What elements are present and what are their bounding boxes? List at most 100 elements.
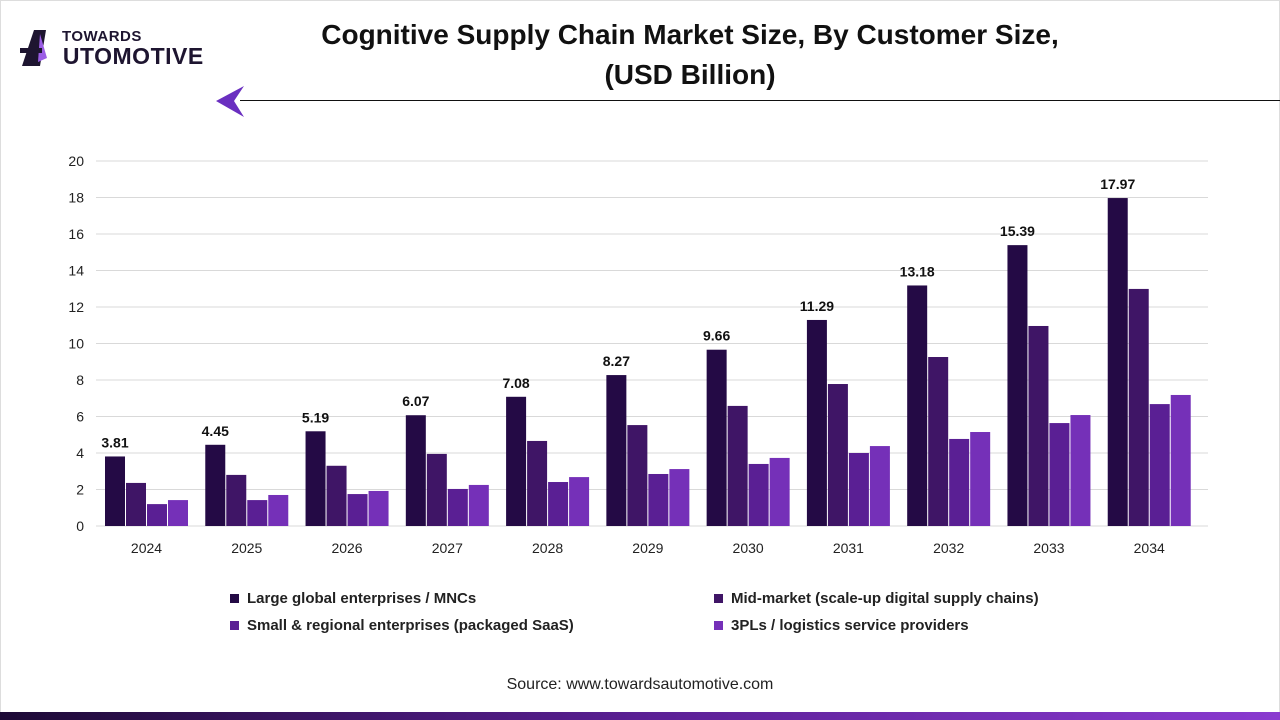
y-tick-label: 4 bbox=[76, 445, 84, 461]
data-label: 4.45 bbox=[202, 423, 229, 439]
logo-mark-icon bbox=[20, 30, 47, 66]
bar-2 bbox=[727, 405, 748, 526]
bar-4 bbox=[569, 477, 590, 526]
x-tick-label: 2033 bbox=[1033, 540, 1064, 556]
bar-2 bbox=[1128, 288, 1149, 526]
data-label: 3.81 bbox=[101, 434, 128, 450]
bar-2 bbox=[928, 357, 949, 526]
x-tick-label: 2024 bbox=[131, 540, 162, 556]
bar-1 bbox=[606, 375, 627, 526]
data-label: 13.18 bbox=[900, 263, 935, 279]
title-divider bbox=[240, 100, 1280, 101]
bar-2 bbox=[1028, 325, 1049, 526]
bar-3 bbox=[1049, 423, 1070, 526]
bar-1 bbox=[706, 349, 727, 526]
bar-4 bbox=[970, 432, 991, 526]
y-tick-label: 0 bbox=[76, 518, 84, 534]
y-tick-label: 14 bbox=[68, 263, 84, 279]
bar-4 bbox=[869, 446, 890, 526]
data-label: 15.39 bbox=[1000, 223, 1035, 239]
bar-4 bbox=[168, 500, 188, 526]
bar-3 bbox=[548, 482, 569, 526]
legend-item-3pl: 3PLs / logistics service providers bbox=[714, 617, 969, 634]
y-tick-label: 16 bbox=[68, 226, 84, 242]
x-tick-label: 2027 bbox=[432, 540, 463, 556]
bar-3 bbox=[748, 463, 769, 526]
bar-4 bbox=[1170, 394, 1191, 526]
logo-text-bottom: UTOMOTIVE bbox=[56, 43, 204, 69]
legend-item-mid: Mid-market (scale-up digital supply chai… bbox=[714, 590, 1039, 607]
x-tick-label: 2030 bbox=[733, 540, 764, 556]
data-label: 6.07 bbox=[402, 393, 429, 409]
bar-1 bbox=[105, 456, 125, 526]
x-tick-label: 2026 bbox=[331, 540, 362, 556]
legend-label: Large global enterprises / MNCs bbox=[247, 590, 477, 607]
x-tick-label: 2032 bbox=[933, 540, 964, 556]
legend-swatch bbox=[714, 621, 723, 630]
bar-2 bbox=[226, 474, 247, 526]
bar-2 bbox=[426, 453, 447, 526]
legend-item-large: Large global enterprises / MNCs bbox=[230, 590, 476, 607]
legend-swatch bbox=[714, 594, 723, 603]
y-tick-label: 20 bbox=[68, 153, 84, 169]
bar-4 bbox=[468, 484, 489, 526]
x-tick-label: 2031 bbox=[833, 540, 864, 556]
brand-logo: TOWARDS UTOMOTIVE bbox=[20, 26, 230, 70]
bar-4 bbox=[669, 469, 690, 526]
legend-swatch bbox=[230, 621, 239, 630]
y-tick-label: 10 bbox=[68, 336, 84, 352]
data-label: 5.19 bbox=[302, 409, 329, 425]
legend-label: Mid-market (scale-up digital supply chai… bbox=[731, 590, 1039, 607]
legend-swatch bbox=[230, 594, 239, 603]
bar-2 bbox=[326, 465, 347, 526]
x-tick-label: 2034 bbox=[1134, 540, 1165, 556]
bar-1 bbox=[506, 396, 527, 526]
bar-1 bbox=[1107, 198, 1128, 527]
data-label: 9.66 bbox=[703, 328, 730, 344]
bar-4 bbox=[268, 494, 289, 526]
bar-1 bbox=[305, 431, 326, 526]
bar-3 bbox=[949, 438, 970, 526]
x-tick-label: 2025 bbox=[231, 540, 262, 556]
bar-1 bbox=[405, 415, 426, 526]
bar-1 bbox=[907, 285, 928, 526]
bar-2 bbox=[527, 440, 548, 526]
bar-3 bbox=[648, 473, 669, 526]
legend-item-small: Small & regional enterprises (packaged S… bbox=[230, 617, 574, 634]
bar-3 bbox=[1149, 404, 1170, 526]
logo-text-top: TOWARDS bbox=[62, 28, 142, 45]
chart-title-line-2: (USD Billion) bbox=[604, 59, 776, 90]
bar-2 bbox=[827, 384, 848, 526]
chart-title: Cognitive Supply Chain Market Size, By C… bbox=[300, 15, 1080, 95]
x-tick-label: 2029 bbox=[632, 540, 663, 556]
bar-4 bbox=[368, 490, 389, 526]
data-label: 11.29 bbox=[800, 298, 834, 314]
bar-3 bbox=[247, 500, 268, 526]
data-label: 17.97 bbox=[1100, 176, 1135, 192]
bar-1 bbox=[806, 319, 827, 526]
y-tick-label: 8 bbox=[76, 372, 84, 388]
arrow-left-icon bbox=[216, 86, 244, 117]
bar-1 bbox=[205, 444, 226, 526]
legend-label: 3PLs / logistics service providers bbox=[731, 617, 969, 634]
bar-2 bbox=[627, 425, 648, 526]
y-tick-label: 18 bbox=[68, 190, 84, 206]
source-note: Source: www.towardsautomotive.com bbox=[506, 676, 774, 693]
footer-bar bbox=[0, 712, 1280, 720]
chart-title-line-1: Cognitive Supply Chain Market Size, By C… bbox=[321, 19, 1059, 50]
y-tick-label: 12 bbox=[68, 299, 84, 315]
y-tick-label: 2 bbox=[76, 482, 84, 498]
x-tick-label: 2028 bbox=[532, 540, 563, 556]
bar-1 bbox=[1007, 245, 1028, 526]
bar-2 bbox=[126, 482, 146, 526]
data-label: 7.08 bbox=[502, 375, 529, 391]
bar-4 bbox=[769, 457, 790, 526]
bar-3 bbox=[848, 453, 869, 526]
bar-3 bbox=[347, 494, 368, 526]
legend-label: Small & regional enterprises (packaged S… bbox=[247, 617, 574, 634]
bar-3 bbox=[447, 488, 468, 526]
y-tick-label: 6 bbox=[76, 409, 84, 425]
bar-4 bbox=[1070, 415, 1091, 526]
bar-3 bbox=[147, 504, 167, 526]
